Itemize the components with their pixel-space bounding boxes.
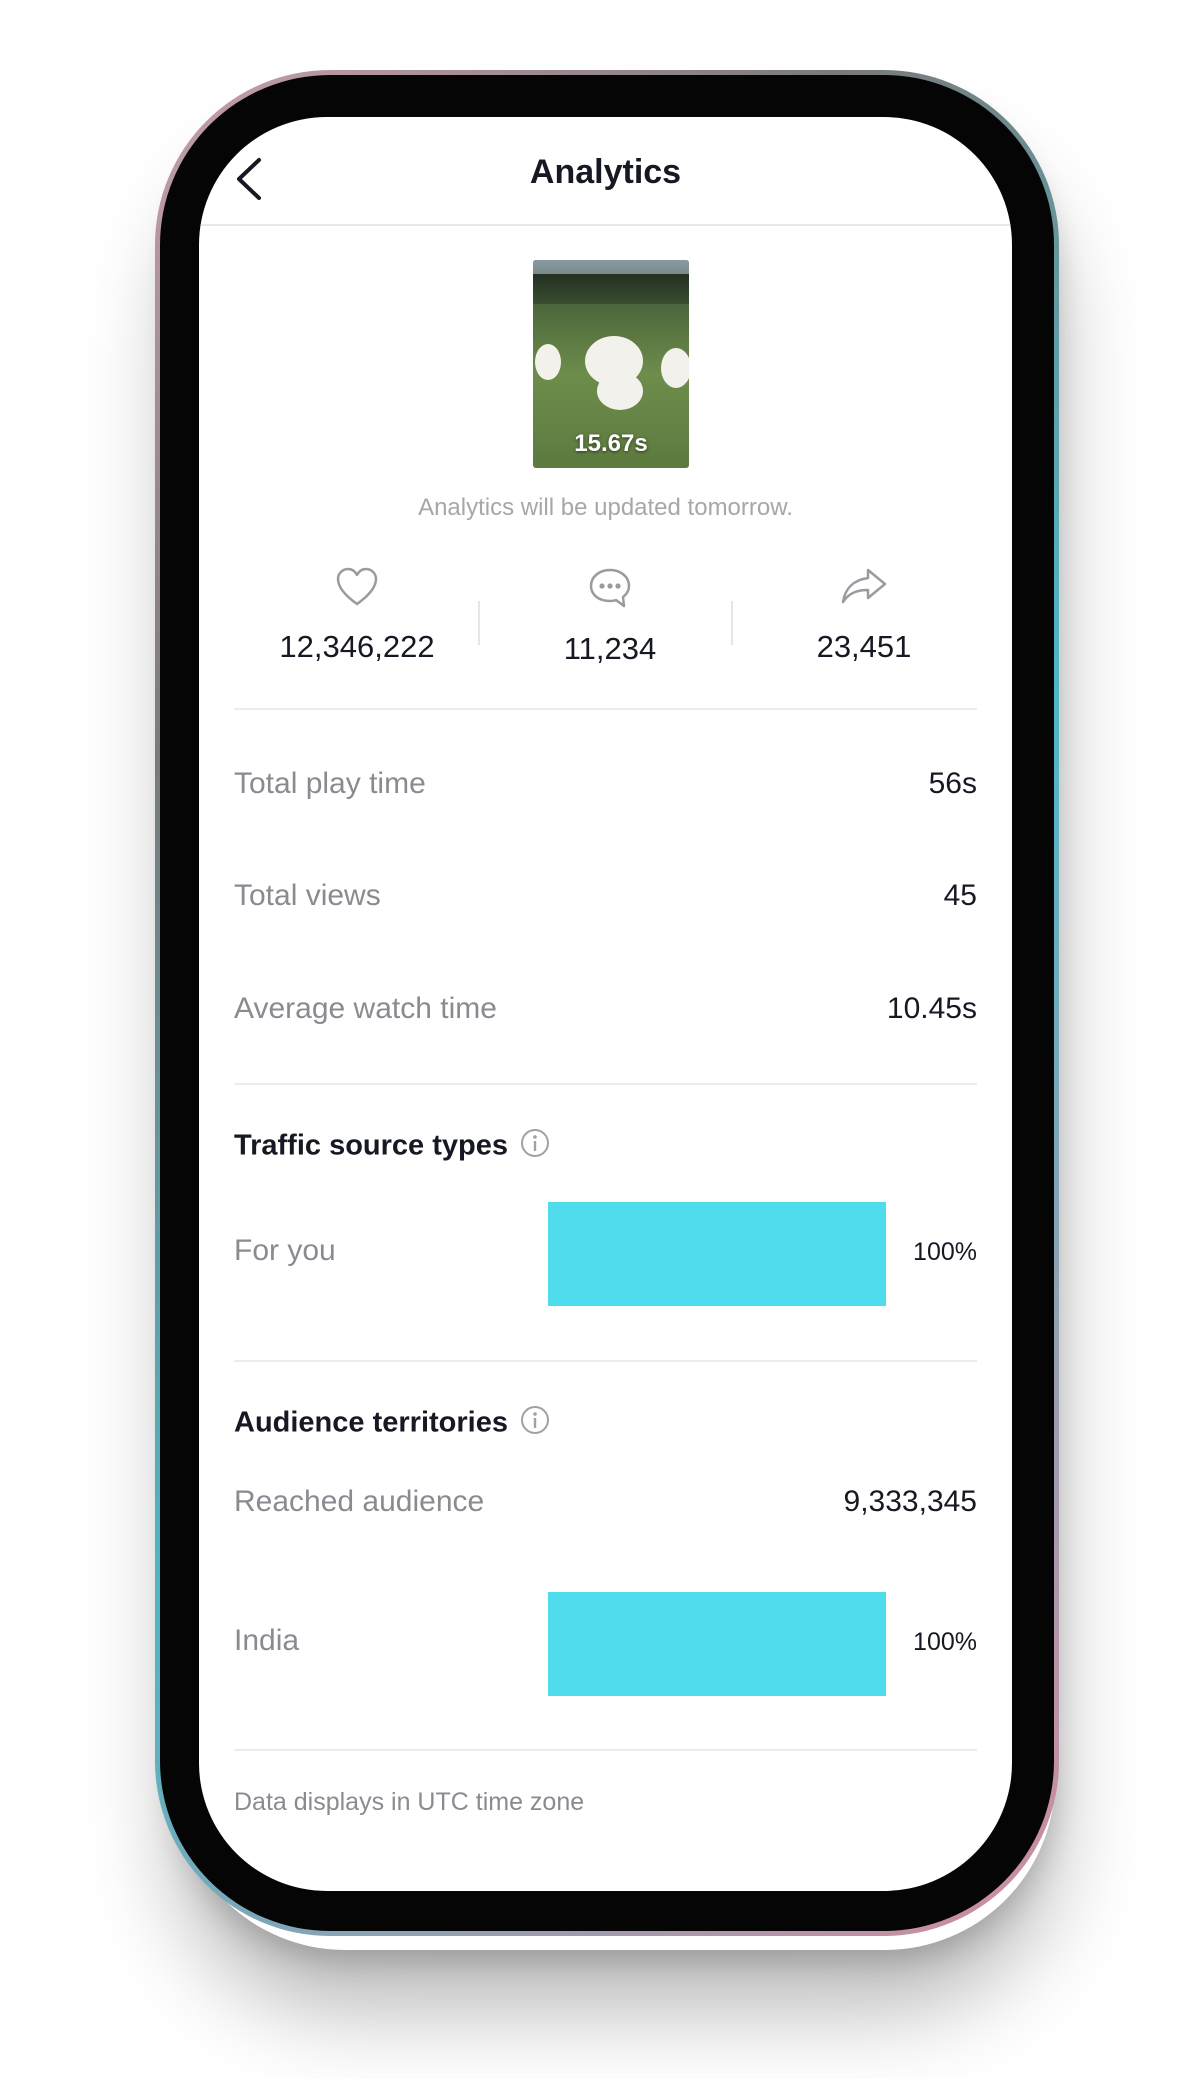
video-thumbnail[interactable]: 15.67s bbox=[533, 260, 689, 468]
stat-divider bbox=[731, 601, 733, 645]
info-icon[interactable] bbox=[520, 1128, 550, 1166]
heart-icon bbox=[232, 567, 482, 607]
video-duration: 15.67s bbox=[574, 430, 648, 457]
divider bbox=[234, 1360, 977, 1362]
stat-divider bbox=[478, 601, 480, 645]
comment-icon bbox=[485, 567, 735, 609]
divider bbox=[234, 1749, 977, 1751]
timezone-note: Data displays in UTC time zone bbox=[234, 1788, 585, 1816]
shares-count: 23,451 bbox=[816, 629, 912, 664]
divider bbox=[234, 708, 977, 710]
traffic-source-bar bbox=[548, 1202, 886, 1306]
section-title-text: Audience territories bbox=[234, 1406, 508, 1439]
metric-label: Total views bbox=[234, 879, 381, 912]
analytics-screen: Analytics 15.67s Analytics will be updat… bbox=[199, 117, 1012, 1891]
metric-value: 45 bbox=[943, 879, 977, 912]
traffic-section-title: Traffic source types bbox=[234, 1128, 550, 1166]
reached-audience-value: 9,333,345 bbox=[843, 1485, 977, 1518]
page-title: Analytics bbox=[529, 153, 682, 191]
section-title-text: Traffic source types bbox=[234, 1129, 508, 1162]
shares-stat: 23,451 bbox=[739, 567, 989, 665]
metric-value: 56s bbox=[928, 767, 977, 800]
info-icon[interactable] bbox=[520, 1405, 550, 1443]
chevron-left-icon[interactable] bbox=[234, 157, 264, 201]
traffic-source-percent: 100% bbox=[913, 1238, 977, 1266]
divider bbox=[234, 1083, 977, 1085]
territory-label: India bbox=[234, 1624, 300, 1657]
metric-value: 10.45s bbox=[886, 992, 977, 1025]
metric-label: Average watch time bbox=[234, 992, 497, 1025]
audience-section-title: Audience territories bbox=[234, 1405, 550, 1443]
comments-count: 11,234 bbox=[563, 631, 657, 666]
traffic-source-label: For you bbox=[234, 1234, 336, 1267]
likes-count: 12,346,222 bbox=[279, 629, 435, 664]
reached-audience-label: Reached audience bbox=[234, 1485, 485, 1518]
likes-stat: 12,346,222 bbox=[232, 567, 482, 665]
territory-percent: 100% bbox=[913, 1628, 977, 1656]
metric-label: Total play time bbox=[234, 767, 426, 800]
territory-bar bbox=[548, 1592, 886, 1696]
comments-stat: 11,234 bbox=[485, 567, 735, 667]
update-notice: Analytics will be updated tomorrow. bbox=[418, 494, 793, 521]
share-icon bbox=[739, 567, 989, 607]
header-bar: Analytics bbox=[199, 117, 1012, 226]
